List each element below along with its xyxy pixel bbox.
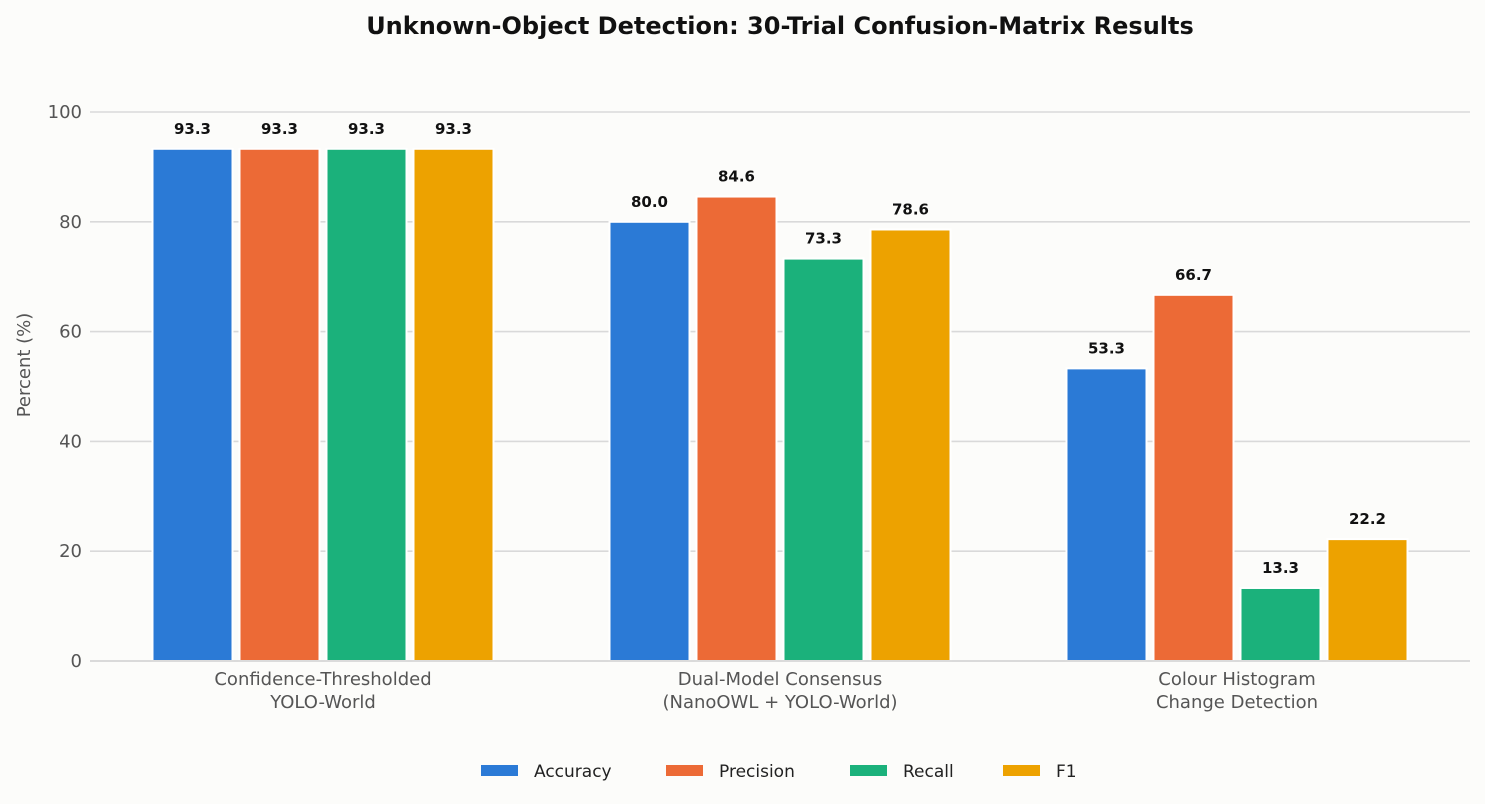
x-tick-label: Confidence-Thresholded [214,669,431,690]
bar-precision-1 [695,195,778,663]
chart-title: Unknown-Object Detection: 30-Trial Confu… [366,12,1194,40]
bar-accuracy-0 [151,147,234,662]
y-tick-label: 0 [71,651,82,672]
data-label: 93.3 [348,120,385,138]
y-tick-label: 80 [59,212,82,233]
data-label: 66.7 [1175,266,1212,284]
x-tick-label: YOLO-World [269,692,376,713]
data-labels: 93.3 80.0 53.3 93.3 84.6 66.7 93.3 73.3 13.3 93.3… [174,120,1386,577]
y-tick-label: 100 [48,102,82,123]
legend-swatch-precision [666,765,703,776]
legend-label-recall: Recall [903,762,954,782]
bars [151,147,1409,663]
bar-f1-2 [1326,538,1409,663]
bar-precision-2 [1152,293,1235,662]
data-label: 73.3 [805,230,842,248]
x-tick-label: Dual-Model Consensus [678,669,883,690]
bar-recall-0 [325,147,408,662]
y-axis-label: Percent (%) [14,313,35,418]
x-tick-label: Change Detection [1156,692,1318,713]
x-tick-label: Colour Histogram [1158,669,1316,690]
bar-accuracy-1 [608,220,691,663]
legend-swatch-f1 [1003,765,1040,776]
bar-accuracy-2 [1065,367,1148,662]
legend-label-accuracy: Accuracy [534,762,612,782]
data-label: 93.3 [435,120,472,138]
y-tick-label: 20 [59,541,82,562]
data-label: 93.3 [174,120,211,138]
legend-swatch-accuracy [481,765,518,776]
legend-label-f1: F1 [1056,762,1077,782]
data-label: 22.2 [1349,510,1386,528]
data-label: 78.6 [892,200,929,218]
data-label: 84.6 [718,168,755,186]
data-label: 13.3 [1262,559,1299,577]
legend-label-precision: Precision [719,762,795,782]
y-tick-label: 60 [59,322,82,343]
data-label: 53.3 [1088,339,1125,357]
legend-swatch-recall [850,765,887,776]
bar-recall-1 [782,257,865,662]
y-axis-ticks: 0 20 40 60 80 100 [48,102,82,672]
data-label: 93.3 [261,120,298,138]
y-tick-label: 40 [59,431,82,452]
bar-recall-2 [1239,586,1322,662]
legend: Accuracy Precision Recall F1 [481,762,1077,782]
bar-precision-0 [238,147,321,662]
x-tick-label: (NanoOWL + YOLO-World) [662,692,897,713]
bar-f1-1 [869,228,952,662]
data-label: 80.0 [631,193,668,211]
bar-f1-0 [412,147,495,662]
